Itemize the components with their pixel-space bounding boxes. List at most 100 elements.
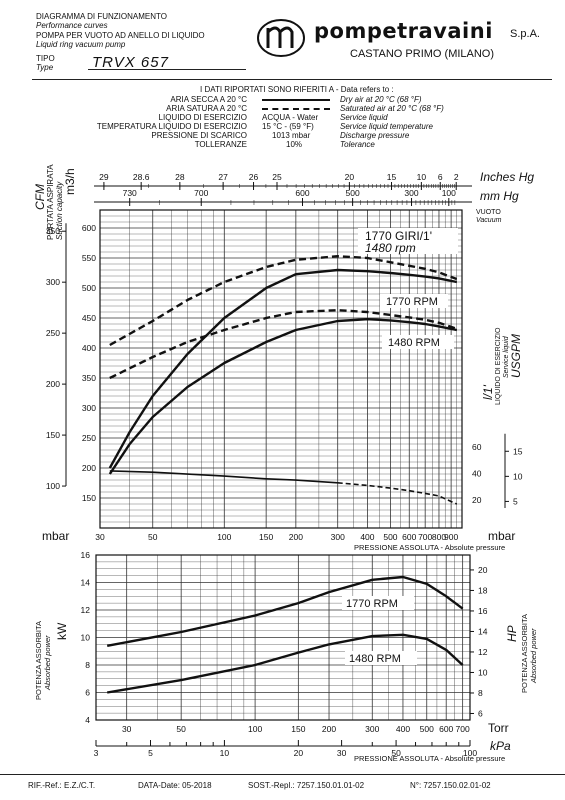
lower-x-title: PRESSIONE ASSOLUTA - Absolute pressure xyxy=(354,754,505,763)
torr-tick-label: 100 xyxy=(248,724,262,734)
title-en: Performance curves xyxy=(36,21,108,30)
liquid-curve-dashed xyxy=(337,482,458,505)
power-it-left: POTENZA ASSORBITA xyxy=(34,621,43,700)
cond-row-liquid-en: Service liquid xyxy=(340,113,388,122)
lower-label-box-1480 xyxy=(345,651,417,665)
cond-row-temp-label: TEMPERATURA LIQUIDO DI ESERCIZIO xyxy=(96,122,247,131)
footer-date: DATA-Date: 05-2018 xyxy=(138,781,212,790)
kpa-tick-label: 10 xyxy=(220,748,230,758)
company-logo xyxy=(256,18,306,58)
power-it-right: POTENZA ASSORBITA xyxy=(520,614,529,693)
conditions-heading: I DATI RIPORTATI SONO RIFERITI A - Data … xyxy=(200,85,394,94)
mbar-tick-label: 50 xyxy=(148,532,158,542)
cfm-label: CFM xyxy=(33,184,47,210)
label-box-1770 xyxy=(380,294,448,308)
inches-hg-tick-label: 2 xyxy=(454,172,459,182)
hp-tick-label: 10 xyxy=(478,667,488,677)
model-underline xyxy=(88,69,246,70)
mbar-tick-label: 900 xyxy=(444,532,458,542)
inches-hg-tick-label: 25 xyxy=(272,172,282,182)
mbar-tick-label: 600 xyxy=(402,532,416,542)
torr-tick-label: 50 xyxy=(176,724,186,734)
model-name: TRVX 657 xyxy=(92,54,169,71)
inches-hg-tick-label: 28 xyxy=(175,172,185,182)
mbar-label-left: mbar xyxy=(42,529,69,543)
mbar-tick-label: 800 xyxy=(432,532,446,542)
liquid-lmin-label: l/1' xyxy=(481,384,495,400)
company-suffix: S.p.A. xyxy=(510,28,540,40)
hp-tick-label: 12 xyxy=(478,647,488,657)
m3h-tick-label: 350 xyxy=(82,373,96,383)
kw-tick-label: 12 xyxy=(81,605,91,615)
hp-tick-label: 6 xyxy=(478,708,483,718)
cond-row-dry-air-en: Dry air at 20 °C (68 °F) xyxy=(340,95,422,104)
kw-tick-label: 14 xyxy=(81,578,91,588)
mbar-tick-label: 400 xyxy=(360,532,374,542)
series-label-1770: 1770 RPM xyxy=(386,296,438,308)
torr-tick-label: 700 xyxy=(456,724,470,734)
power-curve-0 xyxy=(106,575,464,647)
kpa-tick-label: 3 xyxy=(94,748,99,758)
inches-hg-tick-label: 29 xyxy=(99,172,109,182)
mm-hg-tick-label: 300 xyxy=(404,188,418,198)
footer-number: N°: 7257.150.02.01-02 xyxy=(410,781,491,790)
mm-hg-tick-label: 700 xyxy=(194,188,208,198)
m3h-tick-label: 400 xyxy=(82,343,96,353)
power-en-left: Absorbed power xyxy=(43,635,52,691)
speed-note-2: 1480 rpm xyxy=(365,241,416,255)
mm-hg-tick-label: 100 xyxy=(442,188,456,198)
m3h-label: m3/h xyxy=(63,168,77,195)
cond-row-discharge-value: 1013 mbar xyxy=(272,131,311,140)
kpa-tick-label: 5 xyxy=(148,748,153,758)
usgpm-tick-label: 15 xyxy=(513,446,523,456)
cfm-tick-label: 250 xyxy=(46,328,60,338)
kpa-tick-label: 50 xyxy=(391,748,401,758)
suction-capacity-it: PORTATA ASPIRATA xyxy=(46,164,55,240)
mm-hg-tick-label: 500 xyxy=(346,188,360,198)
cond-row-temp-value: 15 °C - (59 °F) xyxy=(262,122,314,131)
mbar-tick-label: 300 xyxy=(331,532,345,542)
torr-tick-label: 200 xyxy=(322,724,336,734)
subtitle-en: Liquid ring vacuum pump xyxy=(36,40,126,49)
torr-tick-label: 150 xyxy=(291,724,305,734)
legend-solid-line xyxy=(262,99,330,101)
hp-tick-label: 20 xyxy=(478,565,488,575)
cond-row-liquid-value: ACQUA - Water xyxy=(262,113,319,122)
inches-hg-tick-label: 6 xyxy=(438,172,443,182)
upper-plot-frame xyxy=(99,209,463,529)
cond-row-dry-air-label: ARIA SECCA A 20 °C xyxy=(170,95,247,104)
footer-bar: RIF.-Ref.: E.Z./C.T. DATA-Date: 05-2018 … xyxy=(0,774,565,795)
mbar-tick-label: 500 xyxy=(383,532,397,542)
capacity-curve-1 xyxy=(108,318,457,475)
mm-hg-label: mm Hg xyxy=(480,189,519,203)
hp-label: HP xyxy=(505,625,519,642)
torr-tick-label: 300 xyxy=(365,724,379,734)
company-location: CASTANO PRIMO (MILANO) xyxy=(350,48,495,60)
m3h-tick-label: 300 xyxy=(82,403,96,413)
mbar-tick-label: 30 xyxy=(95,532,105,542)
cond-row-saturated-air-label: ARIA SATURA A 20 °C xyxy=(166,104,247,113)
capacity-curve-2 xyxy=(109,255,458,347)
upper-x-title: PRESSIONE ASSOLUTA - Absolute pressure xyxy=(354,543,505,552)
torr-tick-label: 600 xyxy=(439,724,453,734)
company-name: pompetravaini xyxy=(314,19,493,43)
m3h-tick-label: 200 xyxy=(82,463,96,473)
m3h-tick-label: 500 xyxy=(82,283,96,293)
label-box-1480 xyxy=(382,335,454,349)
header-divider xyxy=(32,79,552,80)
cond-row-temp-en: Service liquid temperature xyxy=(340,122,433,131)
inches-hg-tick-label: 28.6 xyxy=(133,172,150,182)
vuoto-label: VUOTO xyxy=(476,209,501,216)
title-it: DIAGRAMMA DI FUNZIONAMENTO xyxy=(36,12,167,21)
usgpm-tick-label: 5 xyxy=(513,496,518,506)
lower-label-box-1770 xyxy=(342,596,414,610)
lower-series-label-1480: 1480 RPM xyxy=(349,653,401,665)
power-en-right: Absorbed power xyxy=(529,628,538,684)
m3h-tick-label: 450 xyxy=(82,313,96,323)
cfm-tick-label: 200 xyxy=(46,379,60,389)
lower-plot-frame xyxy=(95,554,471,721)
capacity-curve-0 xyxy=(108,268,457,469)
m3h-tick-label: 150 xyxy=(82,493,96,503)
kw-tick-label: 6 xyxy=(85,688,90,698)
